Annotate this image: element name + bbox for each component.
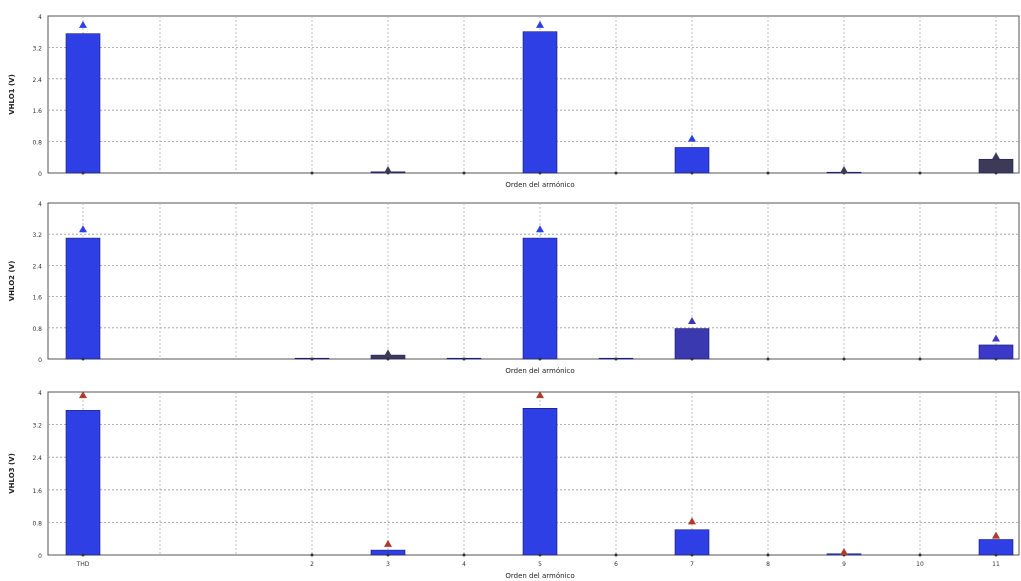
bar-7 <box>674 529 710 556</box>
baseline-dot <box>310 171 314 175</box>
peak-marker <box>992 334 1000 342</box>
baseline-dot <box>81 171 85 175</box>
baseline-dot <box>462 553 466 557</box>
x-tick-label: 11 <box>992 561 1000 568</box>
x-tick-label: 4 <box>462 561 466 568</box>
baseline-dot <box>994 357 998 361</box>
x-tick-label: THD <box>76 561 90 568</box>
baseline-dot <box>766 553 770 557</box>
peak-marker <box>79 391 87 399</box>
peak-marker <box>384 166 392 174</box>
peak-marker <box>992 152 1000 160</box>
y-axis-label: VHLO3 (V) <box>8 453 16 494</box>
y-tick-label: 4 <box>38 390 42 397</box>
baseline-dot <box>614 171 618 175</box>
x-tick-label: 3 <box>386 561 390 568</box>
x-tick-label: 5 <box>538 561 542 568</box>
peak-marker <box>384 349 392 357</box>
y-tick-label: 4 <box>38 14 42 21</box>
peak-marker <box>384 539 392 547</box>
y-axis-label: VHLO2 (V) <box>8 261 16 302</box>
x-axis-label: Orden del armónico <box>505 572 574 580</box>
peak-marker <box>79 20 87 28</box>
y-axis-label: VHLO1 (V) <box>8 74 16 115</box>
bar-5 <box>522 237 558 360</box>
baseline-dot <box>538 171 542 175</box>
baseline-dot <box>462 357 466 361</box>
y-tick-label: 3.2 <box>32 232 42 239</box>
peak-marker <box>688 517 696 525</box>
baseline-dot <box>994 171 998 175</box>
baseline-dot <box>766 357 770 361</box>
baseline-dot <box>538 553 542 557</box>
y-tick-label: 3.2 <box>32 45 42 52</box>
peak-marker <box>688 134 696 142</box>
baseline-dot <box>766 171 770 175</box>
peak-marker <box>688 316 696 324</box>
bar-THD <box>65 410 101 556</box>
y-tick-label: 0 <box>38 357 42 364</box>
baseline-dot <box>538 357 542 361</box>
x-tick-label: 7 <box>690 561 694 568</box>
baseline-dot <box>994 553 998 557</box>
peak-marker <box>536 20 544 28</box>
x-tick-label: 8 <box>766 561 770 568</box>
y-tick-label: 1.6 <box>32 295 42 302</box>
peak-marker <box>536 225 544 233</box>
baseline-dot <box>918 357 922 361</box>
baseline-dot <box>918 553 922 557</box>
baseline-dot <box>690 171 694 175</box>
x-tick-label: 2 <box>310 561 314 568</box>
peak-marker <box>79 225 87 233</box>
y-tick-label: 3.2 <box>32 423 42 430</box>
y-tick-label: 1.6 <box>32 108 42 115</box>
baseline-dot <box>310 357 314 361</box>
y-tick-label: 4 <box>38 201 42 208</box>
y-tick-label: 0.8 <box>32 326 42 333</box>
x-tick-label: 10 <box>916 561 924 568</box>
baseline-dot <box>614 357 618 361</box>
x-axis-label: Orden del armónico <box>505 181 574 189</box>
baseline-dot <box>81 357 85 361</box>
baseline-dot <box>842 357 846 361</box>
baseline-dot <box>310 553 314 557</box>
bar-THD <box>65 33 101 174</box>
y-tick-label: 2.4 <box>32 455 42 462</box>
x-tick-label: 6 <box>614 561 618 568</box>
x-tick-label: 9 <box>842 561 846 568</box>
y-tick-label: 0 <box>38 171 42 178</box>
bar-5 <box>522 407 558 556</box>
y-tick-label: 1.6 <box>32 488 42 495</box>
y-tick-label: 2.4 <box>32 263 42 270</box>
baseline-dot <box>690 357 694 361</box>
peak-marker <box>992 531 1000 539</box>
baseline-dot <box>690 553 694 557</box>
peak-marker <box>840 166 848 174</box>
peak-marker <box>840 547 848 555</box>
baseline-dot <box>462 171 466 175</box>
baseline-dot <box>918 171 922 175</box>
peak-marker <box>536 391 544 399</box>
baseline-dot <box>386 553 390 557</box>
baseline-dot <box>386 357 390 361</box>
bar-5 <box>522 31 558 174</box>
y-tick-label: 2.4 <box>32 77 42 84</box>
bar-11 <box>978 539 1014 556</box>
bar-7 <box>674 328 710 360</box>
y-tick-label: 0.8 <box>32 520 42 527</box>
baseline-dot <box>81 553 85 557</box>
x-axis-label: Orden del armónico <box>505 367 574 375</box>
baseline-dot <box>614 553 618 557</box>
y-tick-label: 0.8 <box>32 140 42 147</box>
y-tick-label: 0 <box>38 553 42 560</box>
bar-THD <box>65 237 101 360</box>
